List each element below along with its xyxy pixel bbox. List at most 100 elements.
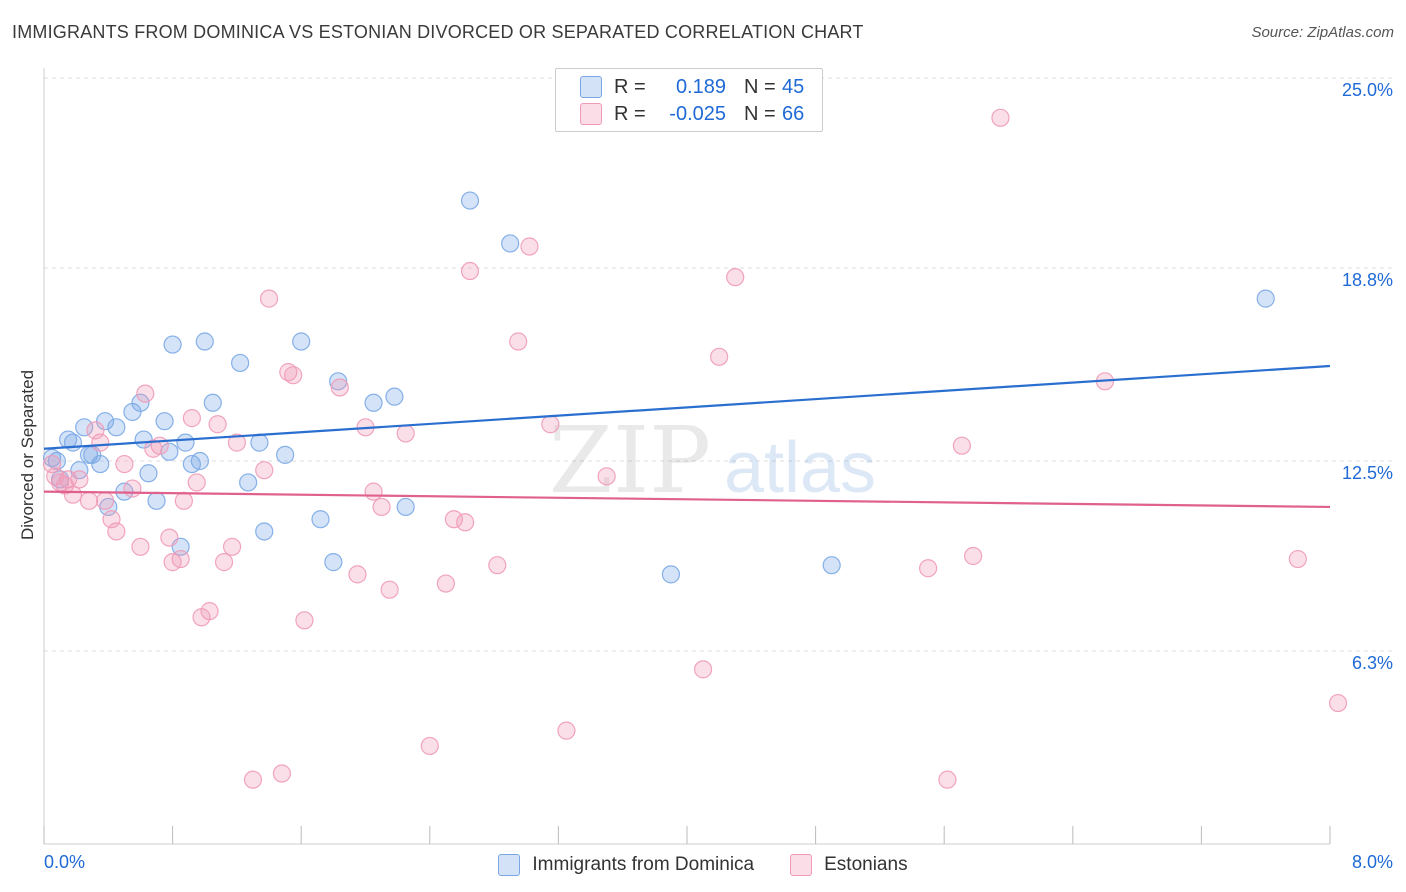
data-point	[372, 497, 391, 517]
data-point	[47, 451, 66, 471]
data-point	[276, 445, 295, 464]
data-point	[385, 387, 404, 406]
legend-n-value: 45	[782, 75, 805, 98]
data-point	[284, 366, 303, 385]
data-point	[557, 721, 576, 740]
data-point	[136, 384, 155, 403]
watermark: ZIP atlas	[549, 407, 876, 514]
legend-n-value: 66	[782, 102, 805, 125]
data-point	[348, 565, 367, 584]
source-credit: Source: ZipAtlas.com	[1251, 24, 1394, 41]
legend-item-estonians[interactable]: Estonians	[790, 854, 908, 876]
data-point	[964, 546, 983, 566]
data-point	[200, 602, 219, 621]
data-point	[324, 553, 343, 572]
x-tick-label-max: 8.0%	[1351, 852, 1393, 872]
data-point	[488, 556, 507, 575]
data-point	[63, 485, 83, 504]
data-point	[155, 412, 174, 431]
legend-swatch-estonians	[580, 103, 602, 125]
data-point	[115, 454, 134, 474]
data-point	[364, 393, 383, 412]
data-point	[171, 549, 190, 569]
legend-n-label: N =	[744, 102, 776, 125]
data-point	[79, 491, 99, 510]
data-point	[364, 482, 383, 501]
y-tick-label: 12.5%	[1342, 463, 1393, 483]
data-point	[107, 418, 126, 437]
legend-r-label: R =	[614, 102, 646, 125]
legend-row-dominica: R = 0.189 N = 45	[580, 73, 804, 101]
y-tick-label: 18.8%	[1342, 270, 1393, 290]
data-point	[259, 289, 279, 308]
data-point	[329, 372, 348, 391]
data-point	[176, 433, 195, 452]
y-tick-label: 6.3%	[1352, 653, 1393, 673]
data-point	[250, 433, 269, 452]
data-point	[710, 347, 729, 366]
y-axis-label: Divorced or Separated	[18, 369, 37, 541]
legend-swatch-estonians	[790, 854, 813, 876]
data-point	[597, 467, 616, 486]
data-point	[203, 393, 222, 412]
data-point	[661, 565, 681, 584]
series-estonians	[42, 108, 1348, 789]
data-point	[952, 436, 971, 455]
stats-legend: R = 0.189 N = 45 R = -0.025 N = 66	[555, 68, 823, 132]
data-point	[919, 559, 938, 578]
data-point	[107, 522, 126, 541]
data-point	[279, 363, 298, 382]
data-point	[227, 433, 246, 452]
data-point	[239, 473, 258, 492]
data-point	[295, 611, 314, 630]
legend-item-dominica[interactable]: Immigrants from Dominica	[498, 854, 754, 876]
data-point	[380, 580, 399, 599]
watermark-atlas: atlas	[724, 428, 876, 508]
data-point	[292, 332, 311, 351]
data-points	[42, 108, 1348, 789]
data-point	[541, 415, 560, 434]
legend-swatch-dominica	[498, 854, 521, 876]
data-point	[131, 393, 150, 412]
data-point	[190, 451, 210, 471]
data-point	[134, 430, 153, 449]
data-point	[139, 464, 158, 483]
data-point	[460, 261, 480, 281]
data-point	[243, 770, 263, 789]
data-point	[938, 770, 957, 789]
data-point	[396, 497, 415, 517]
legend-label-estonians: Estonians	[824, 854, 908, 875]
data-point	[311, 510, 330, 529]
data-point	[255, 461, 274, 480]
x-tick-label-min: 0.0%	[44, 852, 86, 872]
data-point	[63, 433, 83, 452]
data-point	[1328, 693, 1348, 713]
data-point	[509, 332, 528, 351]
data-point	[420, 736, 439, 756]
data-point	[693, 660, 713, 679]
data-point	[195, 332, 214, 351]
chart-title: IMMIGRANTS FROM DOMINICA VS ESTONIAN DIV…	[12, 22, 864, 42]
legend-r-value: -0.025	[669, 102, 726, 125]
data-point	[456, 513, 475, 532]
data-point	[222, 537, 242, 556]
data-point	[991, 108, 1010, 127]
data-point	[1256, 289, 1275, 308]
watermark-zip: ZIP	[549, 407, 711, 514]
data-point	[42, 448, 62, 468]
data-point	[95, 412, 115, 431]
data-point	[444, 510, 464, 529]
data-point	[396, 424, 415, 443]
data-point	[460, 191, 480, 210]
data-point	[330, 378, 349, 397]
data-point	[520, 237, 539, 256]
trend-line-dominica	[43, 364, 1331, 450]
data-point	[123, 479, 142, 498]
data-point	[822, 556, 841, 575]
data-point	[208, 415, 227, 434]
data-point	[255, 522, 274, 541]
data-point	[501, 234, 520, 253]
trend-lines	[43, 364, 1331, 509]
y-tick-label: 25.0%	[1342, 80, 1393, 100]
